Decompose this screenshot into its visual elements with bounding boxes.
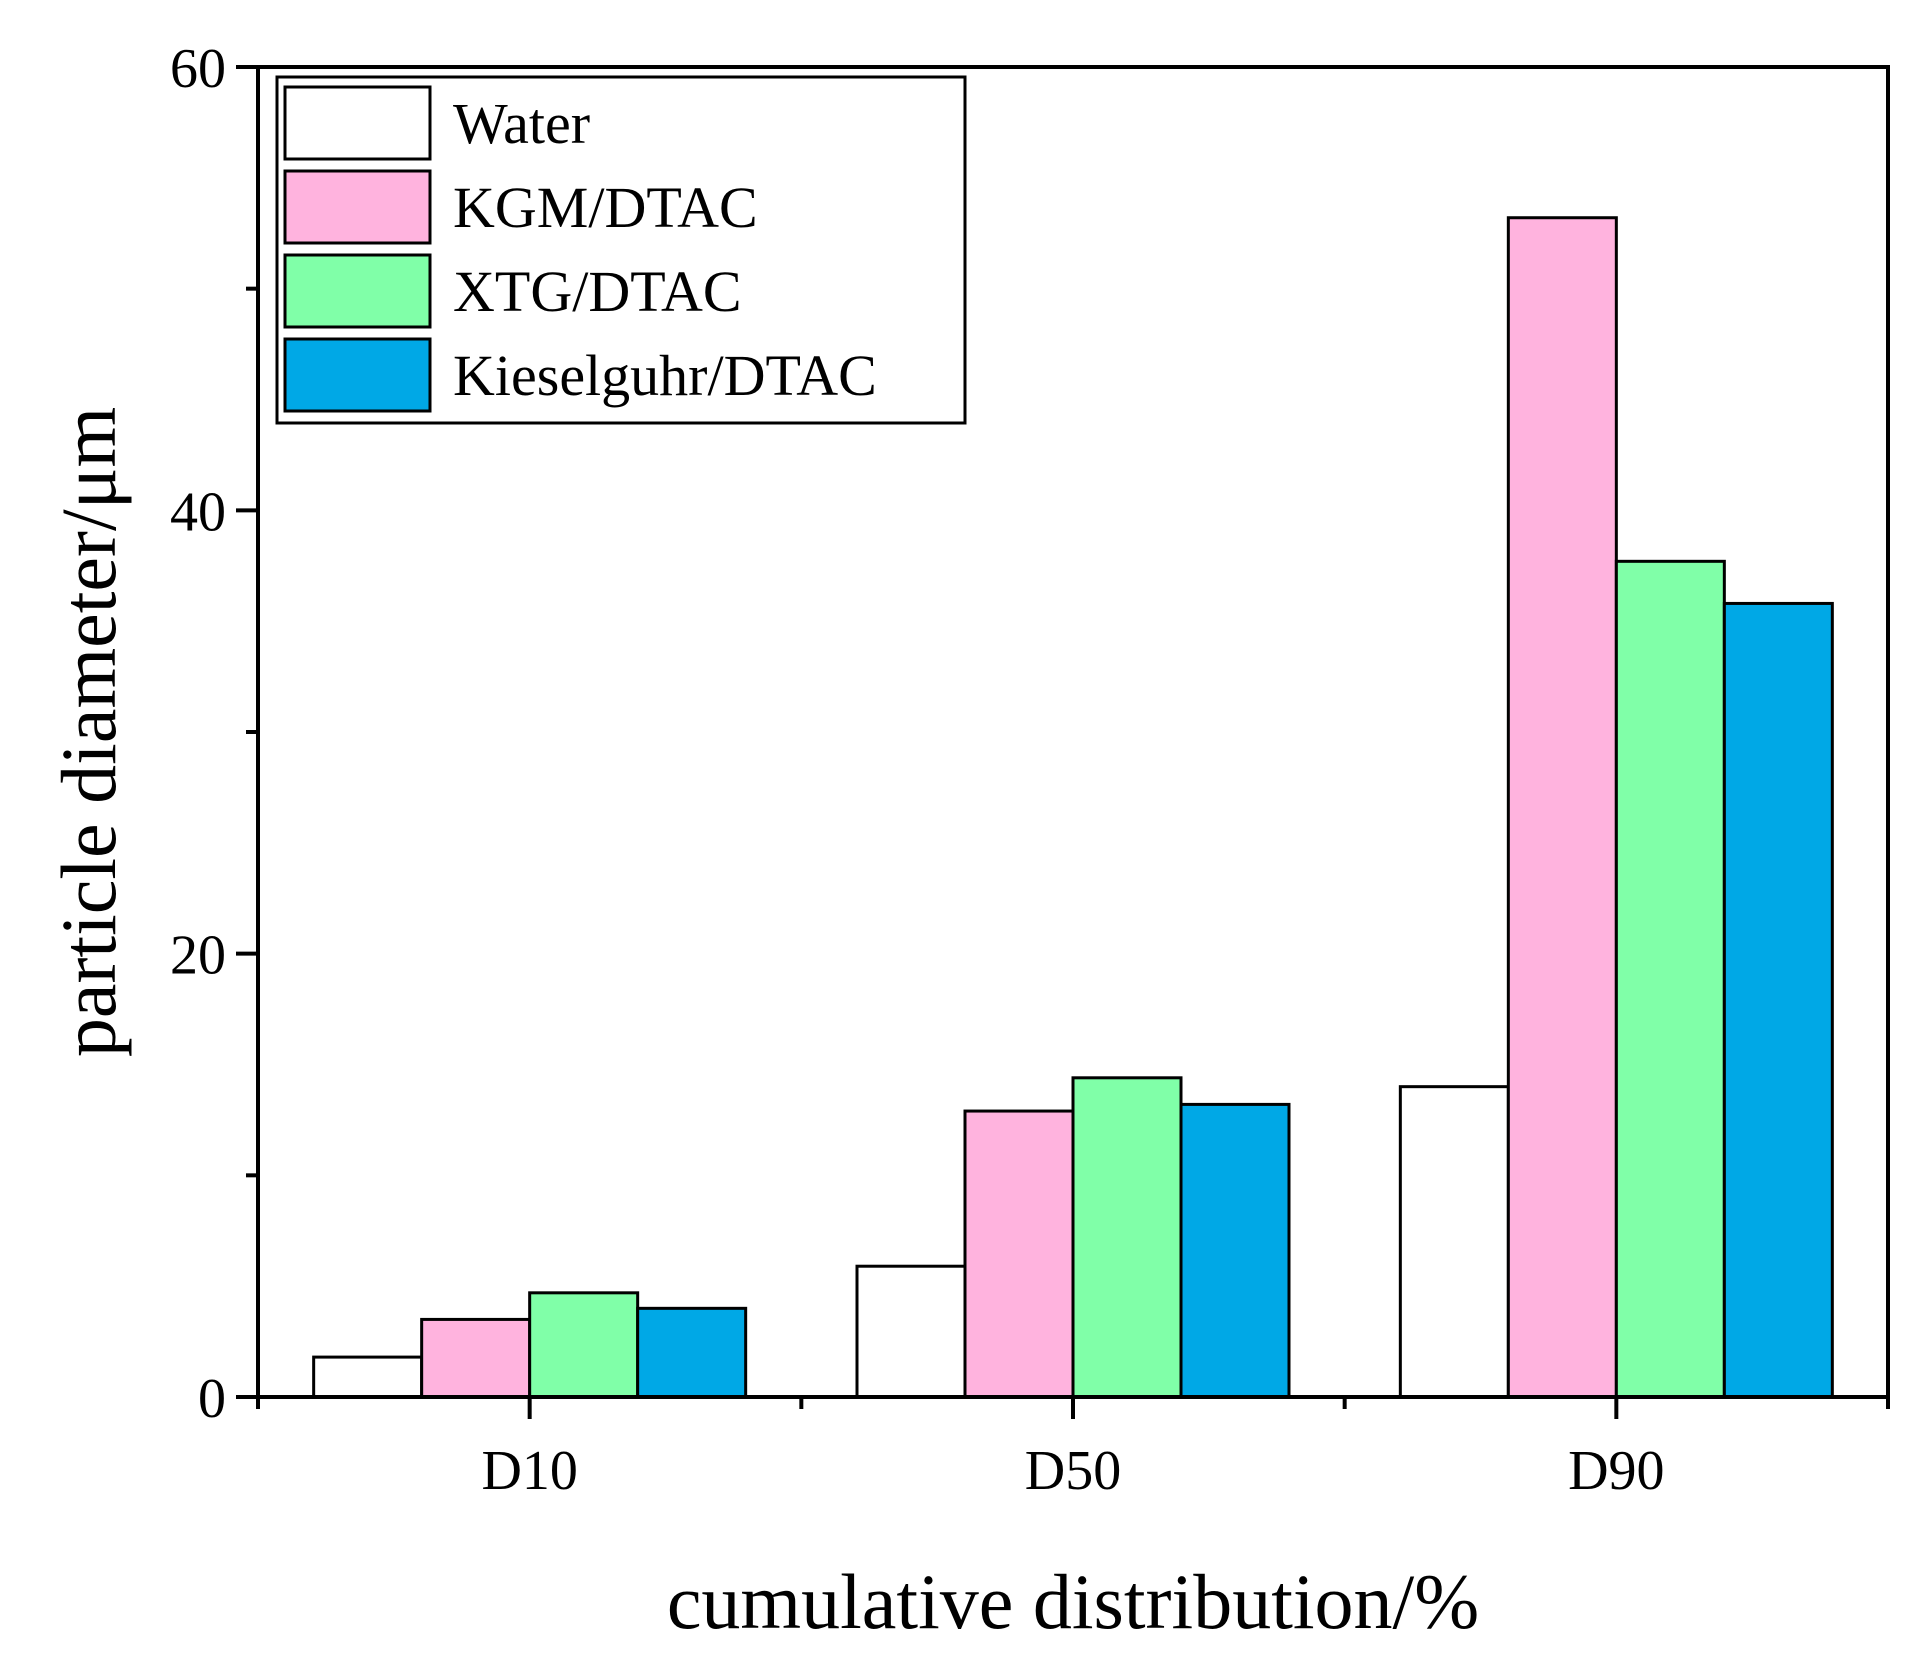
bar-kieselguhr-dtac-d90 xyxy=(1722,601,1834,1399)
legend-swatch-kgm-dtac xyxy=(283,169,432,245)
bar-kgm-dtac-d50 xyxy=(963,1109,1075,1399)
legend-label-kieselguhr-dtac: Kieselguhr/DTAC xyxy=(453,343,877,408)
labels-layer: cumulative distribution/% particle diame… xyxy=(45,38,1665,1645)
bar-water-d50 xyxy=(855,1264,967,1399)
bar-kieselguhr-dtac-d50 xyxy=(1179,1102,1291,1399)
y-tick-label-60: 60 xyxy=(170,38,226,100)
x-axis-title: cumulative distribution/% xyxy=(667,1558,1479,1645)
bar-water-d10 xyxy=(312,1355,424,1399)
bar-xtg-dtac-d50 xyxy=(1071,1076,1183,1399)
bar-kgm-dtac-d10 xyxy=(420,1317,532,1399)
bar-xtg-dtac-d90 xyxy=(1614,559,1726,1399)
y-tick-label-0: 0 xyxy=(198,1368,226,1430)
x-tick-label-d50: D50 xyxy=(1025,1440,1121,1502)
legend-label-xtg-dtac: XTG/DTAC xyxy=(453,259,742,324)
bar-kieselguhr-dtac-d10 xyxy=(636,1306,748,1399)
y-tick-label-40: 40 xyxy=(170,481,226,543)
bars-layer xyxy=(312,216,1834,1399)
legend-swatch-xtg-dtac xyxy=(283,253,432,329)
x-tick-label-d90: D90 xyxy=(1568,1440,1664,1502)
legend-swatch-water xyxy=(283,85,432,161)
legend-label-kgm-dtac: KGM/DTAC xyxy=(453,175,758,240)
x-tick-label-d10: D10 xyxy=(481,1440,577,1502)
axes-layer xyxy=(236,65,1890,1419)
y-axis-title: particle diameter/μm xyxy=(45,407,132,1057)
legend-swatch-kieselguhr-dtac xyxy=(283,337,432,413)
bar-xtg-dtac-d10 xyxy=(528,1291,640,1399)
y-tick-label-20: 20 xyxy=(170,925,226,987)
bar-water-d90 xyxy=(1398,1085,1510,1399)
legend: Water KGM/DTAC XTG/DTAC Kieselguhr/DTAC xyxy=(275,75,967,425)
legend-label-water: Water xyxy=(453,91,590,156)
bar-kgm-dtac-d90 xyxy=(1506,216,1618,1399)
